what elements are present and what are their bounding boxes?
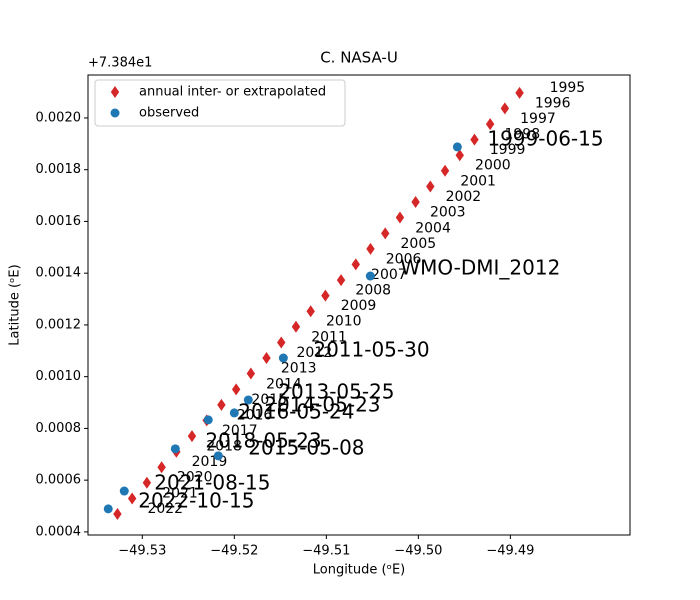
x-tick-label: −49.50 (394, 544, 442, 559)
point-label: 2018-05-23 (205, 428, 321, 452)
point-label: WMO-DMI_2012 (400, 256, 560, 280)
chart-title: C. NASA-U (320, 49, 398, 67)
point-label: 2011-05-30 (313, 338, 429, 362)
y-tick-label: 0.0004 (36, 524, 82, 539)
point-label: 1995 (550, 80, 586, 96)
point-label: 2022 (147, 501, 183, 517)
point (203, 415, 213, 425)
point (246, 367, 256, 380)
point-label: 2017 (222, 423, 258, 439)
point-label: 2001 (460, 174, 496, 190)
point-label: 2005 (401, 236, 437, 252)
point-label: 2014-05-23 (264, 392, 380, 416)
point (515, 86, 524, 99)
point (381, 227, 390, 240)
point-label: 2006 (386, 251, 422, 267)
point-label: 2016-05-24 (238, 399, 354, 423)
point-label: 2022-10-15 (138, 488, 254, 512)
legend-marker (110, 108, 120, 118)
y-tick-label: 0.0020 (36, 110, 82, 125)
point-label: 1996 (535, 95, 571, 111)
point-label: 2002 (446, 189, 482, 205)
point (321, 289, 330, 302)
point (278, 353, 288, 363)
legend-box (94, 79, 346, 127)
point (440, 164, 450, 177)
y-tick-label: 0.0006 (36, 473, 82, 488)
point-label: 2004 (415, 220, 451, 236)
point-label: 2007 (371, 267, 407, 283)
point (170, 444, 180, 454)
x-tick-label: −49.51 (302, 544, 350, 559)
point-label: 2016 (237, 407, 273, 423)
point-label: 2013 (281, 361, 317, 377)
point-label: 2003 (430, 205, 466, 221)
point (426, 180, 435, 193)
y-offset-label: +7.384e1 (88, 56, 152, 71)
point-label: 2011 (311, 330, 347, 346)
point (277, 336, 286, 349)
point (217, 398, 226, 411)
y-tick-label: 0.0008 (36, 421, 82, 436)
point-label: 2010 (326, 314, 362, 330)
y-tick-label: 0.0016 (36, 214, 82, 229)
point-label: 1998 (504, 127, 540, 143)
point (366, 242, 375, 255)
point (231, 383, 241, 396)
point-label: 2014 (266, 376, 302, 392)
x-tick-label: −49.52 (210, 544, 258, 559)
plot-frame (87, 74, 631, 536)
point (157, 461, 166, 474)
point-label: 2009 (341, 298, 377, 314)
point (306, 305, 315, 318)
point (243, 395, 253, 405)
point-label: 2021-08-15 (154, 471, 270, 495)
point (119, 486, 129, 496)
point (395, 211, 405, 224)
point-label: 1999 (490, 142, 526, 158)
point (470, 133, 479, 146)
point (291, 320, 301, 333)
point-label: 2000 (475, 158, 511, 174)
legend-label: observed (139, 106, 199, 121)
y-tick-label: 0.0012 (36, 317, 82, 332)
point (142, 476, 152, 489)
point (365, 271, 375, 281)
point (336, 274, 346, 287)
point-label: 2018 (206, 439, 242, 455)
point-label: 2008 (355, 283, 391, 299)
point (127, 492, 137, 505)
point-label: 1997 (520, 111, 556, 127)
legend-marker (110, 86, 120, 98)
point-label: 2013-05-25 (278, 379, 394, 403)
point (229, 408, 239, 418)
point (103, 504, 113, 514)
point (213, 451, 223, 461)
x-axis-label: Longitude (ᵒE) (313, 563, 406, 578)
point (262, 352, 271, 365)
point-label: 2015 (251, 392, 287, 408)
y-tick-label: 0.0018 (36, 162, 82, 177)
point-label: 2020 (177, 470, 213, 486)
y-tick-label: 0.0014 (36, 266, 82, 281)
point (452, 142, 462, 152)
x-tick-label: −49.49 (486, 544, 534, 559)
point-label: 1999-06-15 (487, 126, 603, 150)
point (187, 430, 197, 443)
point (411, 196, 420, 209)
point (500, 102, 510, 115)
point (485, 118, 495, 131)
x-tick-label: −49.53 (118, 544, 166, 559)
point (351, 258, 360, 271)
y-tick-label: 0.0010 (36, 369, 82, 384)
point-label: 2021 (162, 486, 198, 502)
point (113, 508, 122, 521)
point-label: 2015-05-08 (248, 435, 364, 459)
point (455, 149, 464, 162)
point-label: 2012 (297, 345, 333, 361)
y-axis-label: Latitude (ᵒE) (8, 264, 23, 345)
legend-label: annual inter- or extrapolated (139, 85, 326, 100)
